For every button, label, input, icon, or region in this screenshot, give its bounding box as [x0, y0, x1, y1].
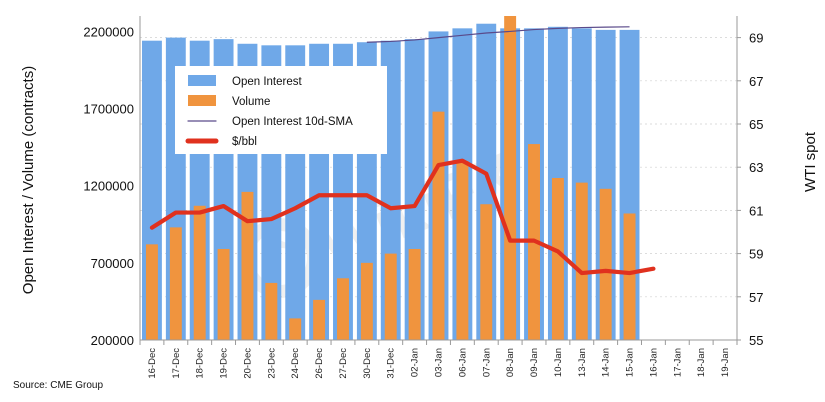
right-y-tick-label: 63 [749, 160, 763, 175]
x-tick-label: 24-Dec [290, 348, 301, 379]
legend-label: Open Interest [232, 76, 302, 88]
volume-bar [551, 178, 564, 340]
left-y-tick-label: 200000 [91, 333, 134, 348]
x-tick-label: 10-Jan [553, 348, 564, 377]
x-tick-label: 07-Jan [481, 348, 492, 377]
volume-bar [217, 248, 230, 340]
volume-bar [241, 191, 254, 340]
volume-bar [384, 253, 397, 340]
left-y-ticks: 2200000 1700000 1200000 700000 200000 [83, 24, 134, 348]
volume-bar [289, 318, 302, 340]
x-tick-label: 03-Jan [434, 348, 445, 377]
source-note: Source: CME Group [13, 380, 104, 391]
legend-label: Volume [232, 96, 270, 108]
volume-bar [432, 111, 445, 341]
x-tick-label: 02-Jan [410, 348, 421, 377]
axes [139, 16, 738, 345]
volume-bar [504, 16, 517, 340]
x-tick-label: 15-Jan [625, 348, 636, 377]
legend-swatch [188, 75, 216, 86]
x-tick-label: 19-Dec [219, 348, 230, 379]
legend: Open Interest Volume Open Interest 10d-SMA… [175, 66, 387, 154]
x-tick-label: 16-Dec [147, 348, 158, 379]
right-y-tick-label: 55 [749, 333, 763, 348]
left-y-tick-label: 1200000 [83, 179, 134, 194]
volume-bar [480, 204, 493, 340]
x-tick-label: 09-Jan [529, 348, 540, 377]
y-axis-title: Open Interest / Volume (contracts) [20, 66, 37, 294]
volume-bar [575, 182, 588, 340]
volume-bar [623, 213, 636, 340]
x-tick-label: 17-Jan [672, 348, 683, 377]
x-ticks: 16-Dec 17-Dec 18-Dec 19-Dec 20-Dec 23-Dec 24-D… [147, 348, 731, 379]
legend-label: Open Interest 10d-SMA [232, 116, 353, 128]
x-tick-label: 08-Jan [505, 348, 516, 377]
x-tick-label: 31-Dec [386, 348, 397, 379]
right-y-tick-label: 59 [749, 247, 763, 262]
x-tick-label: 17-Dec [171, 348, 182, 379]
x-tick-label: 14-Jan [601, 348, 612, 377]
volume-bar [408, 248, 421, 340]
right-y-tick-label: 57 [749, 290, 763, 305]
y2-axis-title: WTI spot [802, 131, 819, 192]
left-y-tick-label: 700000 [91, 256, 134, 271]
x-tick-label: 19-Jan [720, 348, 731, 377]
legend-swatch [188, 95, 216, 106]
x-tick-label: 18-Dec [195, 348, 206, 379]
volume-bar [313, 299, 326, 340]
legend-label: $/bbl [232, 136, 257, 148]
right-y-tick-label: 65 [749, 117, 763, 132]
volume-bar [337, 278, 349, 340]
right-y-tick-label: 69 [749, 31, 763, 46]
x-tick-label: 27-Dec [338, 348, 349, 379]
volume-bar [145, 244, 158, 340]
x-tick-label: 23-Dec [266, 348, 277, 379]
x-tick-label: 16-Jan [648, 348, 659, 377]
price-line [149, 158, 656, 276]
x-tick-label: 18-Jan [696, 348, 707, 377]
volume-bar [193, 205, 206, 340]
x-tick-label: 26-Dec [314, 348, 325, 379]
x-tick-label: 06-Jan [457, 348, 468, 377]
left-y-tick-label: 2200000 [83, 24, 134, 39]
left-y-tick-label: 1700000 [83, 102, 134, 117]
volume-bar [360, 262, 373, 340]
x-tick-label: 30-Dec [362, 348, 373, 379]
right-y-tick-label: 61 [749, 203, 763, 218]
volume-bar [599, 188, 612, 340]
volume-bar [265, 282, 278, 340]
sma-series-line [366, 26, 630, 43]
price-series-line [149, 158, 656, 276]
right-y-ticks: 69 67 65 63 61 59 57 55 [737, 31, 763, 348]
volume-bar [169, 227, 182, 340]
x-tick-label: 13-Jan [577, 348, 588, 377]
volume-bar [456, 161, 469, 340]
x-tick-label: 20-Dec [242, 348, 253, 379]
right-y-tick-label: 67 [749, 74, 763, 89]
sma-line [366, 26, 630, 43]
